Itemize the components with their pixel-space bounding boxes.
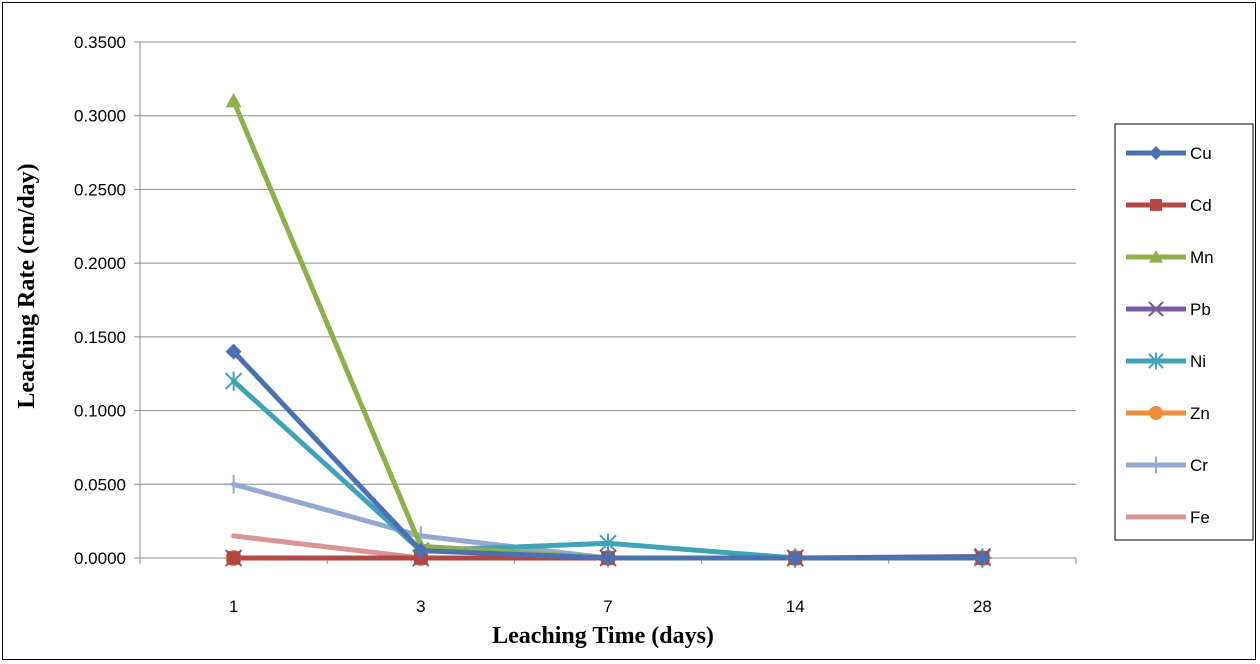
triangle-marker [1149, 250, 1163, 263]
circle-marker [1149, 406, 1163, 420]
diamond-marker [600, 550, 616, 566]
legend-item: Mn [1126, 248, 1214, 267]
legend-label: Pb [1190, 300, 1211, 319]
y-tick-label: 0.3500 [74, 33, 126, 52]
y-tick-label: 0.3000 [74, 107, 126, 126]
y-tick-label: 0.2500 [74, 180, 126, 199]
x-tick-label: 1 [229, 597, 238, 616]
x-tick-label: 7 [603, 597, 612, 616]
legend-item: Fe [1126, 508, 1210, 527]
series-cu [225, 343, 991, 566]
series-line [231, 349, 985, 561]
legend-label: Zn [1190, 404, 1210, 423]
diamond-marker [1149, 146, 1163, 160]
legend-label: Cd [1190, 196, 1212, 215]
legend-label: Fe [1190, 508, 1210, 527]
series-ni [224, 371, 992, 568]
x-tick-label: 28 [973, 597, 992, 616]
y-axis-title: Leaching Rate (cm/day) [14, 163, 40, 408]
diamond-marker [225, 343, 242, 360]
legend-item: Ni [1126, 352, 1206, 371]
y-tick-labels: 0.0000 0.0500 0.1000 0.1500 0.2000 0.2500 0.30… [74, 33, 126, 568]
legend-item: Pb [1126, 300, 1211, 319]
legend-item: Zn [1126, 404, 1210, 423]
square-marker [226, 551, 241, 565]
y-tick-label: 0.1000 [74, 402, 126, 421]
legend-item: Cr [1126, 456, 1208, 475]
legend-label: Mn [1190, 248, 1214, 267]
diamond-marker [412, 542, 429, 559]
legend-item: Cu [1126, 144, 1212, 163]
legend-box [1114, 123, 1254, 541]
y-tick-label: 0.0000 [74, 549, 126, 568]
square-marker [1150, 199, 1162, 211]
legend-item: Cd [1126, 196, 1212, 215]
legend-label: Cr [1190, 456, 1208, 475]
triangle-marker [225, 92, 242, 108]
x-tick-label: 3 [416, 597, 425, 616]
series-mn [225, 92, 991, 565]
x-marker [1148, 301, 1164, 317]
series-layer [224, 92, 992, 568]
legend-label: Cu [1190, 144, 1212, 163]
x-axis-title: Leaching Time (days) [492, 623, 714, 649]
gridlines [134, 41, 1076, 559]
x-tick-label: 14 [786, 597, 805, 616]
y-tick-label: 0.1500 [74, 328, 126, 347]
x-axis: 1 3 7 14 28 [139, 42, 1077, 616]
legend-label: Ni [1190, 352, 1206, 371]
series-line [231, 98, 985, 561]
y-tick-label: 0.2000 [74, 254, 126, 273]
y-tick-label: 0.0500 [74, 475, 126, 494]
diamond-marker [974, 550, 991, 566]
diamond-marker [787, 550, 804, 566]
legend: Cu Cd Mn Pb Ni Zn Cr Fe [1114, 123, 1254, 541]
